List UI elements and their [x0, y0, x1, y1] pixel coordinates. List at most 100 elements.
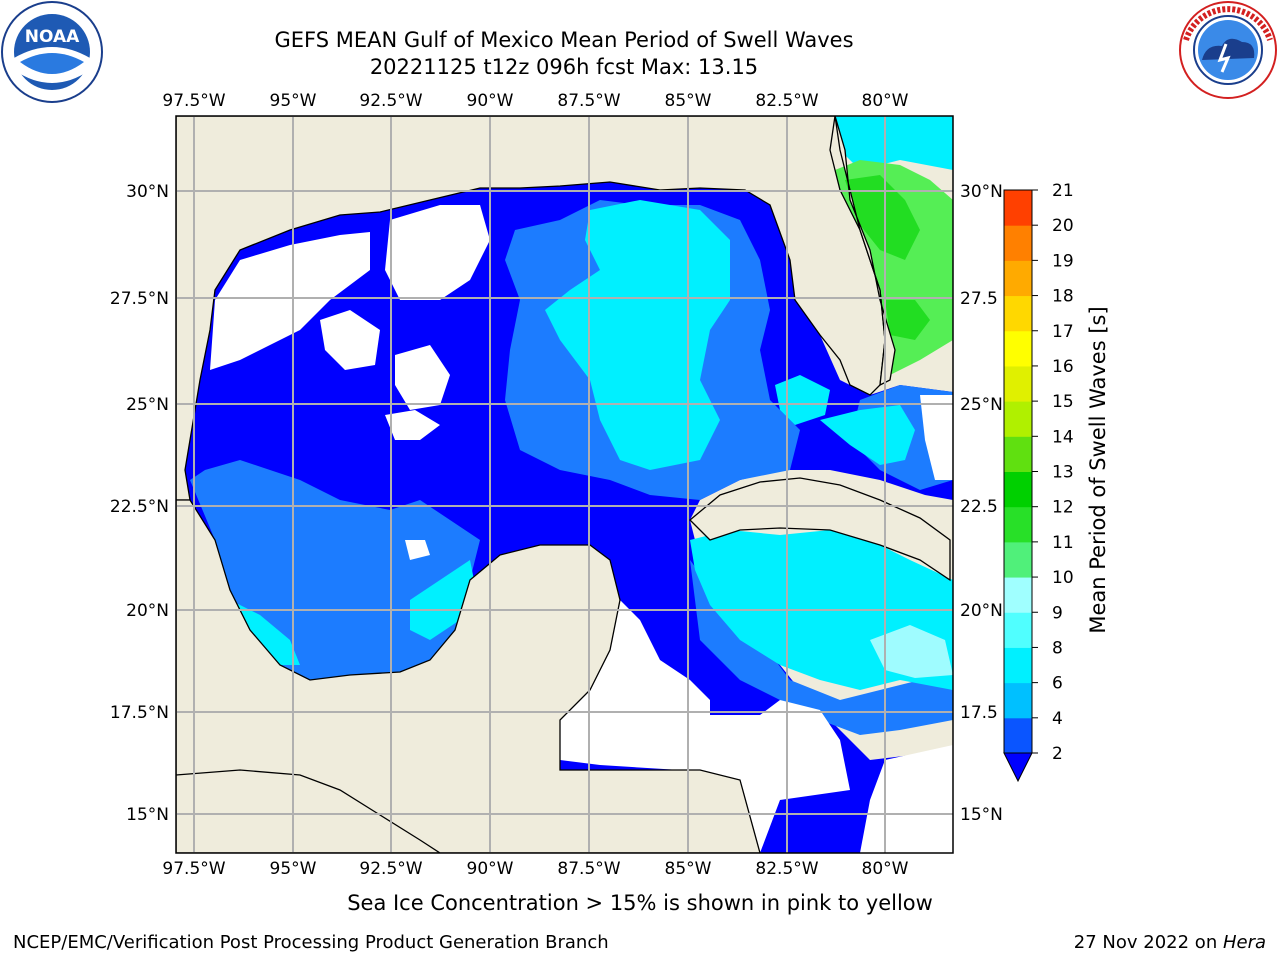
nodata-mid-gulf-2 [395, 345, 450, 410]
lat-label-left: 25°N [126, 395, 169, 415]
chart-subtitle: 20221125 t12z 096h fcst Max: 13.15 [369, 55, 759, 79]
colorbar-segment [1004, 225, 1032, 261]
lat-label-right: 25°N [960, 395, 1003, 415]
colorbar-extend-arrow [1003, 752, 1033, 783]
cyan-florida-strait [820, 405, 915, 465]
lon-label-top: 97.5°W [162, 91, 225, 111]
nodata-bay-campeche [405, 540, 430, 560]
colorbar-tick-label: 13 [1052, 463, 1074, 483]
lon-label-top: 92.5°W [359, 91, 422, 111]
lon-label-top: 90°W [467, 91, 514, 111]
lon-label-bottom: 97.5°W [162, 859, 225, 879]
colorbar-tick-label: 16 [1052, 357, 1074, 377]
lon-label-bottom: 92.5°W [359, 859, 422, 879]
lat-label-right: 15°N [960, 805, 1003, 825]
bright-green-atlantic [845, 175, 920, 260]
lat-label-right: 27.5 [960, 289, 998, 309]
colorbar-segment [1004, 541, 1032, 578]
lat-label-right: 17.5 [960, 703, 998, 723]
lat-label-right: 22.5 [960, 497, 998, 517]
nodata-e-caribbean [860, 745, 953, 853]
colorbar-segment [1004, 682, 1032, 719]
pale-cyan-caribbean [870, 625, 953, 678]
cyan-central [545, 200, 730, 470]
lon-label-bottom: 90°W [467, 859, 514, 879]
lon-label-bottom: 85°W [665, 859, 712, 879]
lat-labels-right: 30°N 27.5 25°N 22.5 20°N 17.5 15°N [960, 182, 1003, 825]
lon-label-bottom: 95°W [270, 859, 317, 879]
colorbar: 2 4 6 8 9 10 11 12 13 14 15 16 17 18 19 20 21 [1003, 181, 1074, 783]
colorbar-tick-label: 4 [1052, 709, 1063, 729]
colorbar-segment [1004, 647, 1032, 684]
footer-date: 27 Nov 2022 on Hera [1074, 932, 1266, 953]
bright-green-atlantic-2 [885, 300, 930, 340]
nodata-n-gulf [385, 205, 490, 300]
colorbar-tick-label: 10 [1052, 568, 1074, 588]
colorbar-tick-label: 20 [1052, 216, 1074, 236]
noaa-logo-icon: NOAA [1, 1, 103, 103]
colorbar-segment [1004, 295, 1032, 332]
map-frame [175, 115, 954, 854]
colorbar-tick-label: 19 [1052, 251, 1074, 271]
colorbar-tick-label: 6 [1052, 674, 1063, 694]
nodata-atlantic [920, 395, 953, 480]
colorbar-tick-label: 9 [1052, 603, 1063, 623]
lon-label-bottom: 82.5°W [755, 859, 818, 879]
colorbar-tick-label: 8 [1052, 638, 1063, 658]
colorbar-segment [1004, 260, 1032, 297]
colorbar-tick-label: 12 [1052, 498, 1074, 518]
colorbar-segment [1004, 190, 1032, 226]
lon-labels-bottom: 97.5°W 95°W 92.5°W 90°W 87.5°W 85°W 82.5°W 80°W [162, 859, 908, 879]
lon-label-bottom: 87.5°W [557, 859, 620, 879]
lat-label-left: 30°N [126, 182, 169, 202]
lon-label-bottom: 80°W [862, 859, 909, 879]
colorbar-tick-label: 2 [1052, 744, 1063, 764]
footer-credit: NCEP/EMC/Verification Post Processing Pr… [13, 932, 609, 953]
lat-label-left: 22.5°N [110, 497, 169, 517]
nodata-caribbean [560, 600, 850, 853]
noaa-logo-text: NOAA [25, 27, 80, 47]
colorbar-tick-label: 18 [1052, 287, 1074, 307]
colorbar-segment [1004, 471, 1032, 508]
lon-label-top: 95°W [270, 91, 317, 111]
footer-date-text: 27 Nov 2022 on [1073, 932, 1223, 953]
cyan-bay [230, 600, 300, 665]
colorbar-tick-label: 14 [1052, 427, 1074, 447]
nws-logo-icon [1179, 1, 1277, 99]
footer-host: Hera [1222, 932, 1266, 953]
gridlines [176, 116, 953, 853]
colorbar-segment [1004, 330, 1032, 367]
colorbar-tick-label: 21 [1052, 181, 1074, 201]
colorbar-tick-label: 15 [1052, 392, 1074, 412]
lon-label-top: 82.5°W [755, 91, 818, 111]
land-mexico [176, 499, 761, 853]
colorbar-segment [1004, 506, 1032, 543]
land-florida-atlantic [834, 116, 896, 387]
chart-title: GEFS MEAN Gulf of Mexico Mean Period of … [274, 28, 854, 52]
lon-label-top: 87.5°W [557, 91, 620, 111]
colorbar-segment [1004, 401, 1032, 437]
colorbar-segment [1004, 365, 1032, 402]
lon-label-top: 85°W [665, 91, 712, 111]
nodata-mid-gulf-3 [385, 410, 440, 440]
lat-label-left: 20°N [126, 601, 169, 621]
lat-label-right: 30°N [960, 182, 1003, 202]
colorbar-label: Mean Period of Swell Waves [s] [1086, 306, 1110, 633]
lon-labels-top: 97.5°W 95°W 92.5°W 90°W 87.5°W 85°W 82.5°W 80°W [162, 91, 908, 111]
lat-label-left: 15°N [126, 805, 169, 825]
nodata-nw-gulf [210, 232, 370, 370]
lon-label-top: 80°W [862, 91, 909, 111]
colorbar-segment [1004, 577, 1032, 613]
lat-label-right: 20°N [960, 601, 1003, 621]
cyan-loop [775, 375, 830, 425]
colorbar-segment [1004, 612, 1032, 648]
colorbar-segment [1004, 436, 1032, 472]
colorbar-segment [1004, 717, 1032, 754]
colorbar-tick-label: 11 [1052, 533, 1074, 553]
lat-labels-left: 30°N 27.5°N 25°N 22.5°N 20°N 17.5°N 15°N [110, 182, 169, 825]
lat-label-left: 17.5°N [110, 703, 169, 723]
cyan-atlantic-top [835, 116, 953, 170]
lat-label-left: 27.5°N [110, 289, 169, 309]
sea-ice-caption: Sea Ice Concentration > 15% is shown in … [347, 891, 933, 915]
